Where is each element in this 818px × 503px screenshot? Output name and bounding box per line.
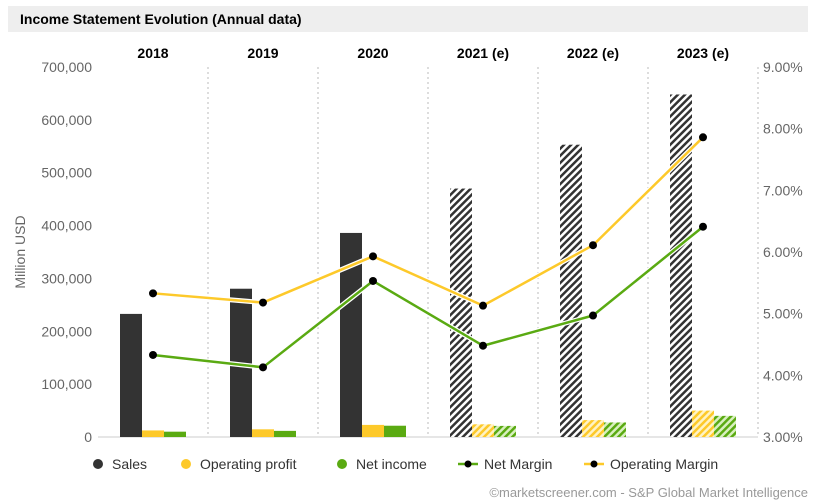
operating-profit-bar bbox=[362, 424, 384, 437]
operating-margin-point bbox=[369, 252, 377, 261]
net-margin-point bbox=[699, 222, 707, 231]
sales-bar bbox=[560, 144, 582, 437]
y-tick-label: 700,000 bbox=[41, 59, 92, 75]
y2-tick-label: 5.00% bbox=[763, 306, 803, 322]
net-income-bar bbox=[164, 431, 186, 437]
legend-sales-swatch bbox=[93, 459, 103, 469]
y-tick-label: 100,000 bbox=[41, 376, 92, 392]
net-margin-point bbox=[479, 341, 487, 350]
operating-profit-bar bbox=[692, 410, 714, 437]
y2-tick-label: 6.00% bbox=[763, 244, 803, 260]
net-margin-point bbox=[149, 350, 157, 359]
y2-tick-label: 7.00% bbox=[763, 182, 803, 198]
y-axis-label: Million USD bbox=[12, 215, 28, 288]
operating-profit-bar bbox=[142, 430, 164, 437]
y2-tick-label: 8.00% bbox=[763, 121, 803, 137]
category-label: 2019 bbox=[247, 45, 278, 61]
legend-net-income-swatch bbox=[337, 459, 347, 469]
net-income-bar bbox=[494, 425, 516, 437]
sales-bar bbox=[120, 313, 142, 437]
legend-operating-margin-swatch-dot bbox=[590, 460, 598, 468]
y2-tick-label: 9.00% bbox=[763, 59, 803, 75]
net-margin-point bbox=[259, 363, 267, 372]
y-tick-label: 0 bbox=[84, 429, 92, 445]
operating-margin-line bbox=[152, 136, 704, 307]
operating-profit-bar bbox=[252, 429, 274, 437]
operating-margin-point bbox=[589, 241, 597, 250]
category-label: 2018 bbox=[137, 45, 168, 61]
net-margin-point bbox=[369, 276, 377, 285]
operating-margin-point bbox=[699, 133, 707, 142]
y2-tick-label: 3.00% bbox=[763, 429, 803, 445]
net-margin-line bbox=[152, 225, 704, 369]
category-label: 2022 (e) bbox=[567, 45, 619, 61]
net-income-bar bbox=[274, 430, 296, 437]
chart-title: Income Statement Evolution (Annual data) bbox=[20, 11, 302, 27]
y-tick-label: 300,000 bbox=[41, 270, 92, 286]
net-income-bar bbox=[384, 425, 406, 437]
title-bar: Income Statement Evolution (Annual data) bbox=[8, 6, 808, 32]
category-label: 2021 (e) bbox=[457, 45, 509, 61]
y2-tick-label: 4.00% bbox=[763, 367, 803, 383]
sales-bar bbox=[450, 188, 472, 437]
legend-operating-margin-label: Operating Margin bbox=[610, 456, 718, 472]
legend-net-income-label: Net income bbox=[356, 456, 427, 472]
category-label: 2023 (e) bbox=[677, 45, 729, 61]
sales-bar bbox=[670, 94, 692, 437]
y-tick-label: 600,000 bbox=[41, 112, 92, 128]
operating-profit-bar bbox=[582, 420, 604, 437]
net-income-bar bbox=[714, 415, 736, 437]
legend-sales-label: Sales bbox=[112, 456, 147, 472]
category-label: 2020 bbox=[357, 45, 388, 61]
operating-margin-point bbox=[149, 289, 157, 298]
net-margin-point bbox=[589, 311, 597, 320]
operating-margin-point bbox=[259, 298, 267, 307]
source-credit: ©marketscreener.com - S&P Global Market … bbox=[489, 485, 808, 500]
net-income-bar bbox=[604, 422, 626, 437]
operating-margin-point bbox=[479, 301, 487, 310]
legend-net-margin-swatch-dot bbox=[464, 460, 472, 468]
y-tick-label: 400,000 bbox=[41, 218, 92, 234]
operating-profit-bar bbox=[472, 424, 494, 437]
legend-operating-profit-swatch bbox=[181, 459, 191, 469]
y-tick-label: 200,000 bbox=[41, 323, 92, 339]
legend-operating-profit-label: Operating profit bbox=[200, 456, 297, 472]
legend-net-margin-label: Net Margin bbox=[484, 456, 552, 472]
y-tick-label: 500,000 bbox=[41, 165, 92, 181]
sales-bar bbox=[340, 232, 362, 437]
